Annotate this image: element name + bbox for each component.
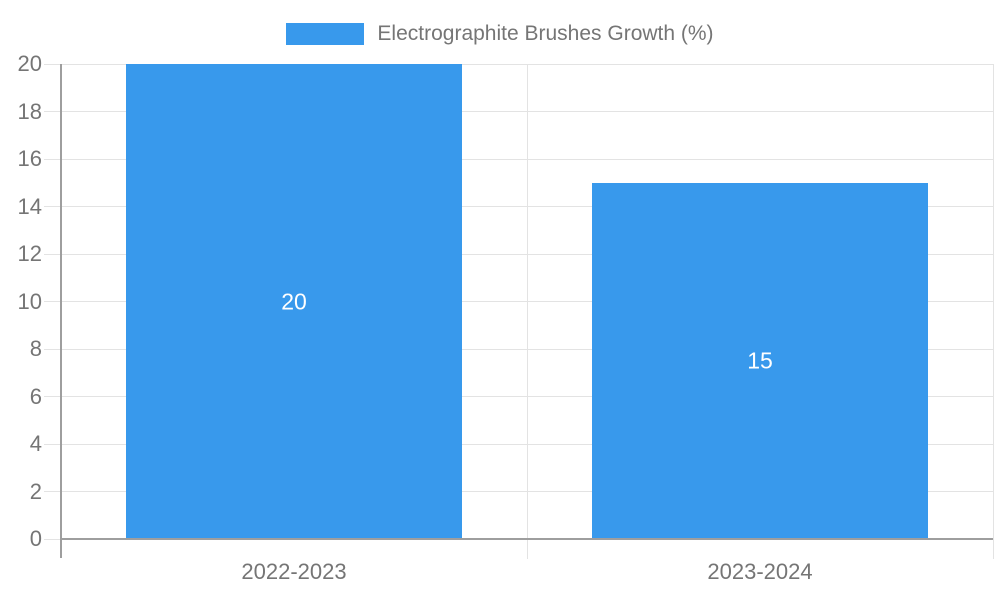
y-tick-label: 4 xyxy=(29,431,42,456)
gridline xyxy=(44,443,993,445)
y-tick-label: 12 xyxy=(17,241,42,266)
y-tick-label: 10 xyxy=(17,288,42,314)
legend: Electrographite Brushes Growth (%) xyxy=(0,20,1000,48)
gridline xyxy=(44,301,993,302)
x-axis-line xyxy=(61,538,993,540)
gridline xyxy=(44,63,993,65)
bar xyxy=(592,183,928,539)
plot-right-border xyxy=(992,64,994,559)
y-tick-label: 2 xyxy=(29,478,42,504)
category-boundary-gridline xyxy=(526,64,528,559)
x-tick-label: 2023-2024 xyxy=(707,559,813,584)
gridline xyxy=(44,158,993,160)
y-tick-label: 18 xyxy=(17,98,42,124)
gridline xyxy=(44,396,993,397)
legend-label: Electrographite Brushes Growth (%) xyxy=(377,22,714,45)
bar xyxy=(126,64,462,539)
gridline xyxy=(44,491,993,492)
y-tick-label: 14 xyxy=(17,193,42,219)
y-tick-label: 6 xyxy=(29,383,42,409)
gridline xyxy=(44,206,993,207)
gridline xyxy=(44,253,993,255)
y-tick-label: 8 xyxy=(29,336,42,361)
y-tick-label: 16 xyxy=(17,146,42,171)
bar-value-label: 20 xyxy=(281,288,307,314)
legend-swatch xyxy=(286,23,365,45)
y-tick-label: 20 xyxy=(17,51,42,76)
bar-value-label: 15 xyxy=(747,347,773,374)
y-tick-label: 0 xyxy=(29,526,42,551)
gridline xyxy=(44,348,993,350)
gridline xyxy=(44,111,993,112)
y-axis-line xyxy=(60,64,62,558)
x-tick-label: 2022-2023 xyxy=(241,559,347,584)
